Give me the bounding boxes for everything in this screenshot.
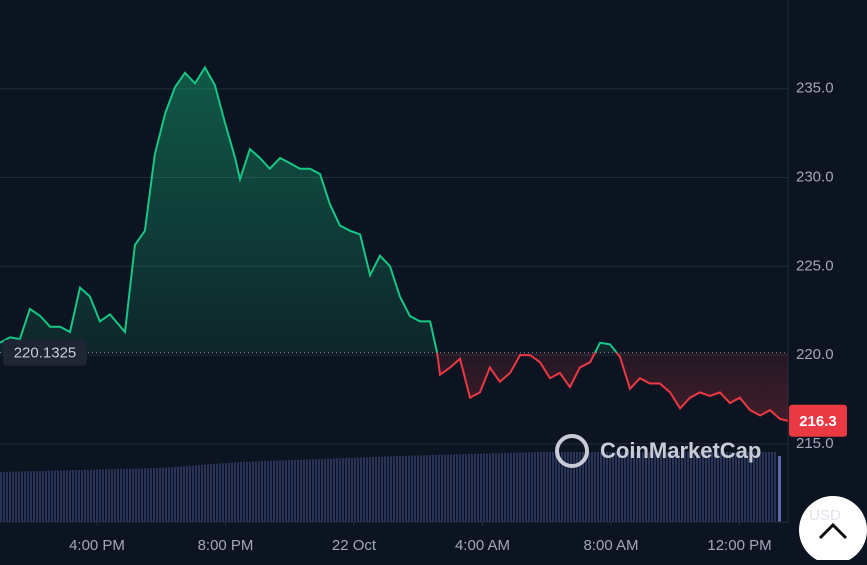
volume-area	[0, 452, 776, 522]
x-tick-label: 8:00 AM	[583, 537, 638, 554]
y-tick-label: 225.0	[796, 257, 834, 274]
baseline-badge	[3, 339, 87, 366]
x-tick-label: 8:00 PM	[198, 537, 254, 554]
last-price-badge	[789, 404, 847, 437]
plot: 215.0 220.0 225.0 230.0 235.0 4:00 PM 8:00 PM 2…	[0, 65, 847, 554]
y-tick-label: 220.0	[796, 346, 834, 363]
y-tick-label: 215.0	[796, 435, 834, 452]
chevron-up	[818, 522, 848, 540]
logo	[555, 434, 589, 468]
price-line	[0, 65, 789, 422]
scroll-top-button[interactable]	[799, 496, 867, 564]
volume-last	[778, 456, 781, 522]
baseline-label: 220.1325	[14, 345, 77, 362]
watermark-text: CoinMarketCap	[600, 438, 761, 463]
x-tick-label: 4:00 AM	[455, 537, 510, 554]
area	[0, 67, 788, 421]
x-tick-label: 22 Oct	[332, 537, 377, 554]
y-tick-label: 235.0	[796, 80, 834, 97]
watermark: CoinMarketCap	[555, 434, 761, 468]
currency-label: USD	[809, 507, 841, 524]
x-tick-label: 4:00 PM	[69, 537, 125, 554]
last-price-label: 216.3	[799, 413, 837, 430]
y-tick-label: 230.0	[796, 169, 834, 186]
x-tick-label: 12:00 PM	[707, 537, 771, 554]
